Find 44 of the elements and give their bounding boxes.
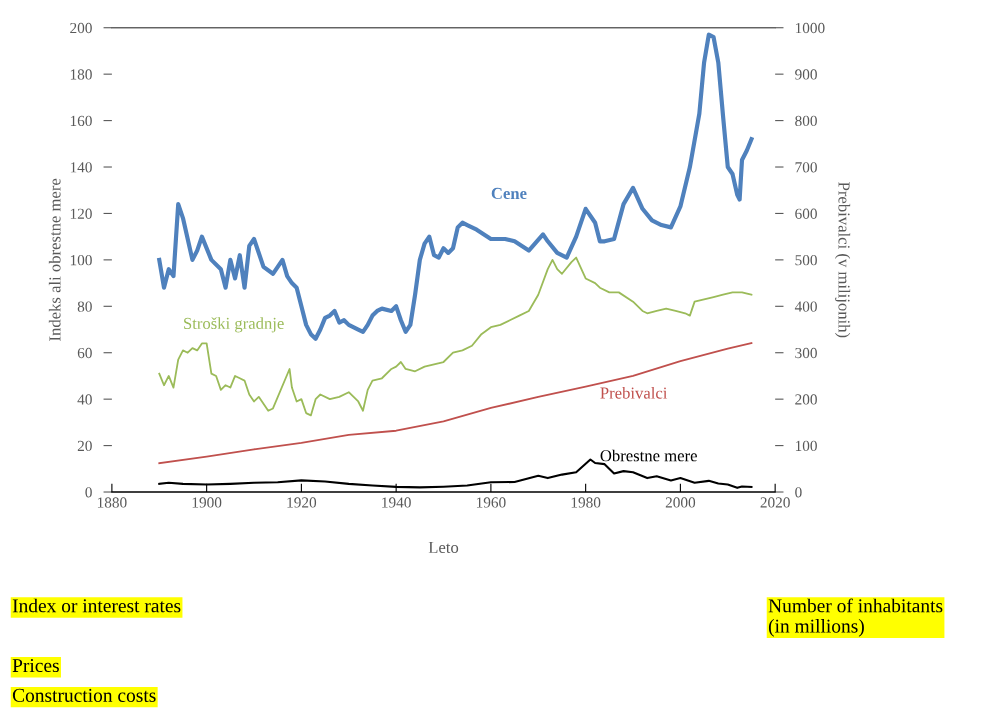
- y2-tick-label: 300: [795, 347, 817, 359]
- text: Prices: [12, 659, 59, 673]
- x-axis-title: Leto: [428, 541, 459, 554]
- line-series: [158, 342, 753, 465]
- x-tick-label: 1920: [287, 497, 317, 508]
- y2-tick-label: 400: [794, 301, 817, 312]
- y-tick-label: 140: [70, 162, 92, 173]
- y2-tick-label: 500: [795, 255, 817, 266]
- x-tick-label: 1980: [571, 497, 601, 508]
- y2-tick-label: 1000: [795, 22, 825, 34]
- y-tick-label: 80: [77, 301, 92, 312]
- y2-tick-label: 0: [795, 487, 802, 498]
- series-label: Obrestne mere: [600, 449, 697, 462]
- y-tick-label: 0: [85, 487, 92, 498]
- text: Index or interest rates: [12, 598, 181, 613]
- line-series: [158, 256, 753, 417]
- y2-tick-label: 600: [795, 208, 817, 219]
- x-tick-label: 1940: [382, 497, 411, 508]
- x-tick-label: 2020: [760, 497, 790, 508]
- y2-tick-label: 100: [795, 440, 817, 452]
- y2-tick-label: 800: [795, 115, 817, 127]
- series-label: Stroški gradnje: [184, 317, 284, 333]
- y-tick-label: 180: [70, 69, 92, 80]
- y2-tick-label: 900: [795, 69, 817, 80]
- y2-tick-label: 200: [795, 394, 817, 405]
- y2-axis-title: Prebivalci (v milijonih): [835, 182, 851, 338]
- x-tick-label: 1960: [476, 497, 506, 508]
- x-tick-label: 2000: [665, 497, 696, 508]
- y-tick-label: 60: [77, 347, 92, 359]
- y-axis-title: Indeks ali obrestne mere: [48, 178, 61, 341]
- y-tick-label: 100: [70, 255, 92, 266]
- text: Construction costs: [12, 688, 156, 702]
- text: Number of inhabitants (in millions): [768, 598, 943, 637]
- y-tick-label: 20: [77, 440, 92, 452]
- text: Cene: [491, 187, 527, 200]
- y2-tick-label: 700: [795, 162, 817, 173]
- y-tick-label: 40: [77, 394, 92, 405]
- y-tick-label: 120: [70, 208, 92, 219]
- x-tick-label: 1880: [97, 497, 127, 508]
- y-tick-label: 200: [70, 22, 92, 34]
- line-series: [157, 32, 754, 341]
- y-tick-label: 160: [70, 115, 92, 127]
- series-label: Prebivalci: [600, 386, 668, 399]
- x-tick-label: 1900: [192, 497, 222, 508]
